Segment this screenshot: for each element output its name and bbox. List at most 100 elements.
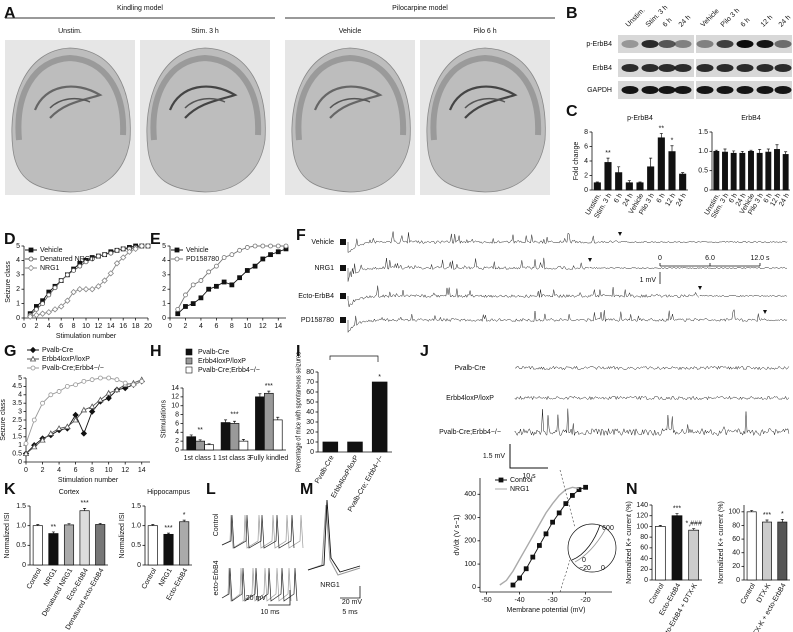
panel-letter: F: [296, 227, 306, 244]
marker: [131, 382, 136, 388]
y-axis-label: Normalized K+ current (%): [718, 501, 725, 584]
bar: [229, 423, 240, 451]
y-tick-label: 0: [584, 187, 588, 194]
y-tick-label: 4: [162, 257, 166, 264]
error-bar: [224, 419, 228, 423]
x-tick-label: -40: [515, 597, 525, 604]
trace-label: Pvalb-Cre;Erbb4−/−: [439, 429, 501, 436]
marker: [190, 282, 196, 288]
blot-band: [641, 40, 659, 48]
x-axis-label: Stimulation number: [56, 333, 117, 340]
error-bar: [714, 149, 718, 152]
error-bar: [198, 439, 202, 442]
error-bar: [638, 181, 642, 183]
y-tick-label: 0.5: [16, 542, 26, 549]
marker: [77, 263, 83, 269]
x-tick-label: 10: [243, 323, 251, 330]
y-axis-label: Fold change: [573, 142, 580, 181]
x-tick-label: 6 h: [656, 192, 667, 204]
marker: [31, 443, 38, 450]
marker: [33, 311, 40, 319]
legend-label: Pvalb-Cre: [198, 349, 229, 356]
bar: [272, 419, 283, 451]
error-bar: [36, 524, 40, 526]
trace-label: NRG1: [315, 265, 335, 272]
marker: [139, 378, 145, 384]
marker: [174, 256, 180, 262]
marker: [89, 256, 95, 262]
marker: [275, 249, 281, 255]
marker: [198, 278, 204, 283]
y-tick-label: 1: [16, 300, 20, 307]
y-tick-label: 20: [732, 563, 740, 570]
marker: [576, 487, 582, 493]
chart-title: Hippocampus: [147, 489, 190, 496]
y-tick-label: 2.5: [12, 417, 22, 424]
legend-label: NRG1: [510, 486, 530, 493]
marker: [583, 484, 588, 490]
y-tick-label: 2: [584, 172, 588, 179]
error-bar: [67, 523, 71, 525]
trace: [589, 266, 788, 270]
bar: [195, 440, 205, 451]
y-axis-label: Percentage of mice with spontaneous seiz…: [296, 352, 303, 472]
x-tick-label: Control: [648, 582, 666, 605]
error-bar: [258, 393, 262, 397]
lane-label: Vehicle: [700, 8, 721, 29]
marker: [221, 279, 227, 285]
seizure-end-marker: [763, 310, 767, 314]
ap-trace: [221, 567, 292, 602]
y-tick-label: 50: [306, 399, 314, 406]
bar: [147, 525, 158, 566]
trace-label: Ecto-ErbB4: [298, 293, 334, 300]
error-bar: [659, 133, 663, 138]
y-tick-label: 2: [16, 286, 20, 293]
inset-label: −20: [579, 565, 591, 572]
chart-title: Cortex: [59, 489, 80, 496]
y-tick-label: 1: [18, 442, 22, 449]
error-bar: [182, 519, 186, 522]
marker: [237, 275, 243, 281]
x-tick-label: 6: [74, 467, 78, 474]
hippocampus: [33, 85, 103, 119]
blot-band: [716, 64, 734, 72]
blot-band: [621, 40, 639, 48]
y-tick-label: 0: [137, 562, 141, 569]
dentate: [49, 97, 91, 109]
marker: [72, 416, 79, 423]
blot-band: [674, 40, 692, 48]
x-tick-label: 4: [47, 323, 51, 330]
trace-label: Erbb4loxP/loxP: [446, 395, 494, 402]
bar: [79, 510, 90, 566]
legend-label: Vehicle: [186, 247, 209, 254]
x-tick-label: 6 h: [763, 192, 774, 204]
marker: [71, 268, 76, 273]
significance-label: **: [197, 427, 203, 434]
panel-letter: E: [150, 231, 161, 248]
error-bar: [775, 144, 779, 150]
marker: [556, 510, 562, 516]
series-line: [499, 486, 580, 586]
bar: [615, 172, 623, 191]
legend-label: Pvalb-Cre: [42, 347, 73, 354]
marker: [206, 286, 212, 292]
marker: [198, 295, 204, 301]
marker: [543, 531, 549, 537]
brain-slice: [146, 47, 266, 193]
marker: [51, 306, 59, 313]
marker: [52, 285, 58, 291]
error-bar: [617, 166, 621, 173]
marker: [174, 247, 180, 253]
error-bar: [681, 172, 685, 175]
series-line: [25, 380, 142, 454]
marker: [58, 278, 64, 283]
time-scale-label: 10 s: [522, 473, 536, 480]
time-scale-label: 0: [658, 255, 662, 262]
marker: [132, 245, 139, 253]
marker: [213, 283, 219, 289]
y-tick-label: 10: [171, 403, 179, 410]
y-tick-label: 0: [472, 584, 476, 591]
x-tick-label: 12: [95, 323, 103, 330]
panel-letter: N: [626, 481, 638, 498]
x-tick-label: 1st class 1: [184, 455, 217, 462]
